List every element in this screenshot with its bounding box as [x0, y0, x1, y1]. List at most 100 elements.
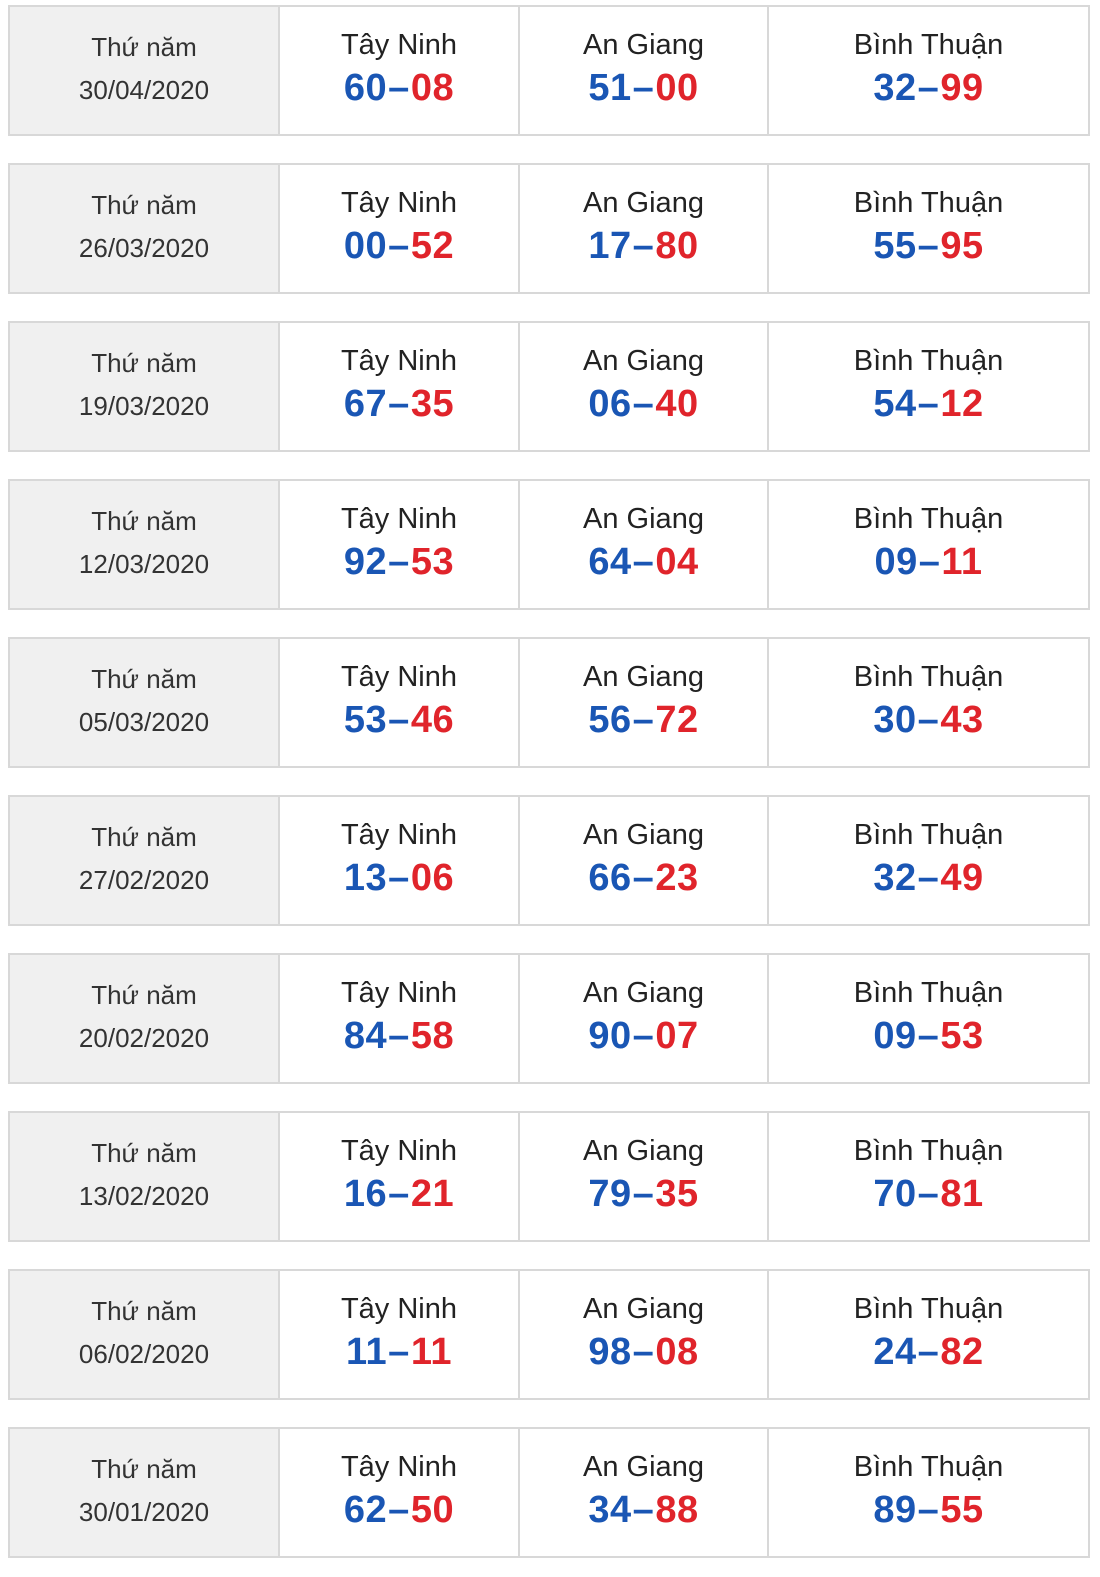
second-number: 52 — [410, 225, 455, 267]
province-name: Bình Thuận — [853, 661, 1004, 693]
second-number: 06 — [410, 857, 455, 899]
province-cell: Tây Ninh 00–52 — [280, 165, 520, 292]
weekday-label: Thứ năm — [91, 1454, 197, 1484]
province-cell: Bình Thuận 32–99 — [769, 7, 1088, 134]
second-number: 50 — [410, 1489, 455, 1531]
result-numbers: 24–82 — [769, 1329, 1088, 1375]
result-numbers: 00–52 — [280, 223, 518, 269]
result-numbers: 64–04 — [520, 539, 767, 585]
result-numbers: 06–40 — [520, 381, 767, 427]
number-separator: – — [917, 1489, 940, 1531]
draw-date: 06/02/2020 — [78, 1339, 210, 1369]
date-cell: Thứ năm 19/03/2020 — [10, 323, 280, 450]
province-name: Bình Thuận — [853, 187, 1004, 219]
first-number: 79 — [588, 1173, 632, 1215]
second-number: 11 — [941, 541, 983, 583]
date-cell: Thứ năm 30/04/2020 — [10, 7, 280, 134]
first-number: 17 — [588, 225, 632, 267]
province-cell: An Giang 56–72 — [520, 639, 769, 766]
result-numbers: 84–58 — [280, 1013, 518, 1059]
province-name: Tây Ninh — [340, 1451, 458, 1483]
province-cell: Bình Thuận 70–81 — [769, 1113, 1088, 1240]
province-cell: An Giang 34–88 — [520, 1429, 769, 1556]
first-number: 66 — [588, 857, 632, 899]
result-numbers: 30–43 — [769, 697, 1088, 743]
result-numbers: 13–06 — [280, 855, 518, 901]
province-name: An Giang — [583, 661, 704, 693]
province-cell: Tây Ninh 67–35 — [280, 323, 520, 450]
province-name: An Giang — [583, 187, 704, 219]
number-separator: – — [632, 699, 655, 741]
first-number: 67 — [343, 383, 388, 425]
result-numbers: 62–50 — [280, 1487, 518, 1533]
number-separator: – — [632, 1015, 655, 1057]
second-number: 99 — [940, 67, 984, 109]
first-number: 70 — [873, 1173, 917, 1215]
province-name: An Giang — [583, 1451, 704, 1483]
number-separator: – — [632, 541, 655, 583]
result-numbers: 32–49 — [769, 855, 1088, 901]
province-cell: An Giang 51–00 — [520, 7, 769, 134]
first-number: 92 — [343, 541, 388, 583]
result-numbers: 60–08 — [280, 65, 518, 111]
first-number: 00 — [343, 225, 388, 267]
number-separator: – — [917, 67, 940, 109]
result-numbers: 53–46 — [280, 697, 518, 743]
weekday-label: Thứ năm — [91, 664, 197, 694]
first-number: 09 — [874, 541, 918, 583]
first-number: 09 — [873, 1015, 917, 1057]
province-cell: Tây Ninh 13–06 — [280, 797, 520, 924]
first-number: 56 — [588, 699, 632, 741]
result-numbers: 67–35 — [280, 381, 518, 427]
first-number: 13 — [343, 857, 388, 899]
draw-date: 30/01/2020 — [78, 1497, 210, 1527]
number-separator: – — [388, 225, 410, 267]
weekday-label: Thứ năm — [91, 1296, 197, 1326]
province-cell: An Giang 06–40 — [520, 323, 769, 450]
province-name: Tây Ninh — [340, 1293, 458, 1325]
number-separator: – — [917, 225, 940, 267]
first-number: 06 — [588, 383, 632, 425]
result-numbers: 79–35 — [520, 1171, 767, 1217]
result-row: Thứ năm 27/02/2020 Tây Ninh 13–06 An Giang 66… — [8, 795, 1090, 926]
second-number: 07 — [655, 1015, 699, 1057]
first-number: 55 — [873, 225, 917, 267]
date-cell: Thứ năm 26/03/2020 — [10, 165, 280, 292]
result-row: Thứ năm 13/02/2020 Tây Ninh 16–21 An Giang 79… — [8, 1111, 1090, 1242]
second-number: 12 — [940, 383, 984, 425]
draw-date: 13/02/2020 — [78, 1181, 210, 1211]
first-number: 60 — [343, 67, 388, 109]
province-name: Bình Thuận — [853, 1135, 1004, 1167]
number-separator: – — [388, 1173, 410, 1215]
first-number: 11 — [346, 1331, 388, 1373]
date-cell: Thứ năm 27/02/2020 — [10, 797, 280, 924]
province-cell: Tây Ninh 60–08 — [280, 7, 520, 134]
province-cell: An Giang 98–08 — [520, 1271, 769, 1398]
province-name: An Giang — [583, 345, 704, 377]
province-cell: Bình Thuận 24–82 — [769, 1271, 1088, 1398]
province-name: Bình Thuận — [853, 819, 1004, 851]
second-number: 81 — [940, 1173, 984, 1215]
number-separator: – — [388, 857, 410, 899]
result-numbers: 92–53 — [280, 539, 518, 585]
second-number: 43 — [940, 699, 984, 741]
number-separator: – — [917, 1173, 940, 1215]
province-name: An Giang — [583, 977, 704, 1009]
second-number: 88 — [655, 1489, 699, 1531]
number-separator: – — [388, 1489, 410, 1531]
result-numbers: 89–55 — [769, 1487, 1088, 1533]
second-number: 00 — [655, 67, 699, 109]
second-number: 08 — [410, 67, 455, 109]
first-number: 54 — [873, 383, 917, 425]
date-cell: Thứ năm 20/02/2020 — [10, 955, 280, 1082]
first-number: 16 — [343, 1173, 388, 1215]
result-numbers: 70–81 — [769, 1171, 1088, 1217]
number-separator: – — [917, 1331, 940, 1373]
province-name: Tây Ninh — [340, 661, 458, 693]
result-row: Thứ năm 30/04/2020 Tây Ninh 60–08 An Giang 51… — [8, 5, 1090, 136]
number-separator: – — [388, 383, 410, 425]
province-name: Bình Thuận — [853, 1451, 1004, 1483]
province-cell: Bình Thuận 54–12 — [769, 323, 1088, 450]
draw-date: 26/03/2020 — [78, 233, 210, 263]
